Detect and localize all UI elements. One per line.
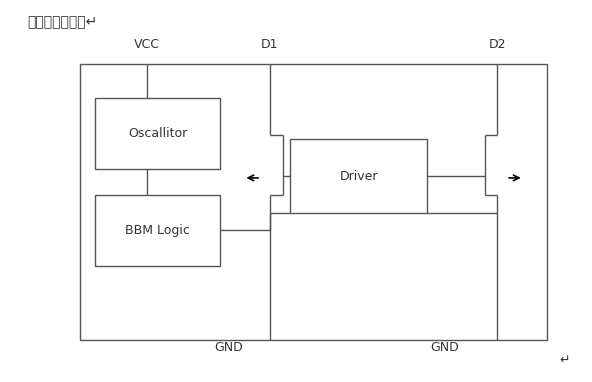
Text: D1: D1 [261,38,278,51]
Bar [290,139,427,214]
Text: ↵: ↵ [560,354,570,367]
Text: Oscallitor: Oscallitor [128,126,187,139]
Text: GND: GND [430,340,459,354]
Text: GND: GND [214,340,243,354]
Text: BBM Logic: BBM Logic [125,224,190,237]
Text: D2: D2 [488,38,506,51]
Bar [95,195,220,266]
Bar [95,97,220,168]
Text: 产品结构图如下↵: 产品结构图如下↵ [27,15,98,29]
Bar [80,64,547,340]
Text: VCC: VCC [134,38,160,51]
Text: Driver: Driver [339,170,378,183]
